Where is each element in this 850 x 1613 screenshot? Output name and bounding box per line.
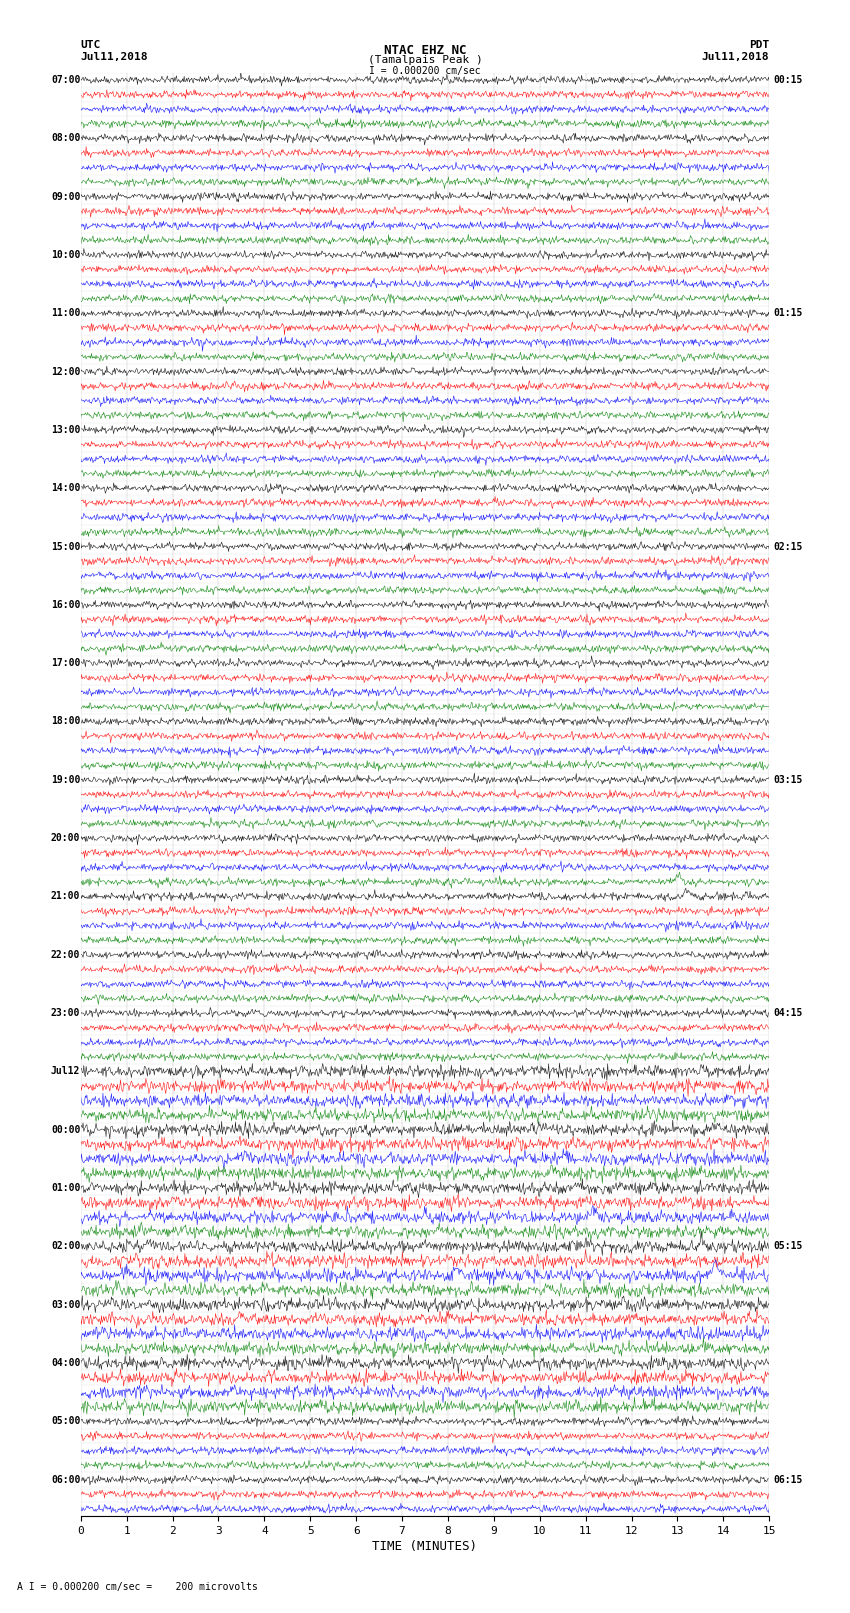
Text: 07:00: 07:00 xyxy=(51,74,80,85)
Text: NTAC EHZ NC: NTAC EHZ NC xyxy=(383,44,467,56)
Text: 00:15: 00:15 xyxy=(774,74,803,85)
Text: PDT: PDT xyxy=(749,40,769,50)
Text: I = 0.000200 cm/sec: I = 0.000200 cm/sec xyxy=(369,66,481,76)
Text: 22:00: 22:00 xyxy=(51,950,80,960)
Text: 04:00: 04:00 xyxy=(51,1358,80,1368)
Text: 06:15: 06:15 xyxy=(774,1474,803,1484)
Text: 03:00: 03:00 xyxy=(51,1300,80,1310)
Text: UTC: UTC xyxy=(81,40,101,50)
Text: Jul12: Jul12 xyxy=(51,1066,80,1076)
Text: 18:00: 18:00 xyxy=(51,716,80,726)
Text: 03:15: 03:15 xyxy=(774,774,803,786)
Text: 17:00: 17:00 xyxy=(51,658,80,668)
Text: Jul11,2018: Jul11,2018 xyxy=(81,52,148,61)
Text: 02:00: 02:00 xyxy=(51,1242,80,1252)
Text: 01:15: 01:15 xyxy=(774,308,803,318)
Text: 02:15: 02:15 xyxy=(774,542,803,552)
Text: 06:00: 06:00 xyxy=(51,1474,80,1484)
Text: 23:00: 23:00 xyxy=(51,1008,80,1018)
Text: 05:00: 05:00 xyxy=(51,1416,80,1426)
Text: (Tamalpais Peak ): (Tamalpais Peak ) xyxy=(367,55,483,65)
Text: 00:00: 00:00 xyxy=(51,1124,80,1136)
Text: Jul11,2018: Jul11,2018 xyxy=(702,52,769,61)
Text: 16:00: 16:00 xyxy=(51,600,80,610)
Text: 14:00: 14:00 xyxy=(51,484,80,494)
Text: 12:00: 12:00 xyxy=(51,366,80,376)
Text: 20:00: 20:00 xyxy=(51,834,80,844)
Text: 08:00: 08:00 xyxy=(51,134,80,144)
Text: 09:00: 09:00 xyxy=(51,192,80,202)
Text: 13:00: 13:00 xyxy=(51,424,80,436)
X-axis label: TIME (MINUTES): TIME (MINUTES) xyxy=(372,1540,478,1553)
Text: 05:15: 05:15 xyxy=(774,1242,803,1252)
Text: 21:00: 21:00 xyxy=(51,892,80,902)
Text: 15:00: 15:00 xyxy=(51,542,80,552)
Text: 19:00: 19:00 xyxy=(51,774,80,786)
Text: 04:15: 04:15 xyxy=(774,1008,803,1018)
Text: A I = 0.000200 cm/sec =    200 microvolts: A I = 0.000200 cm/sec = 200 microvolts xyxy=(17,1582,258,1592)
Text: 01:00: 01:00 xyxy=(51,1182,80,1194)
Text: 10:00: 10:00 xyxy=(51,250,80,260)
Text: 11:00: 11:00 xyxy=(51,308,80,318)
